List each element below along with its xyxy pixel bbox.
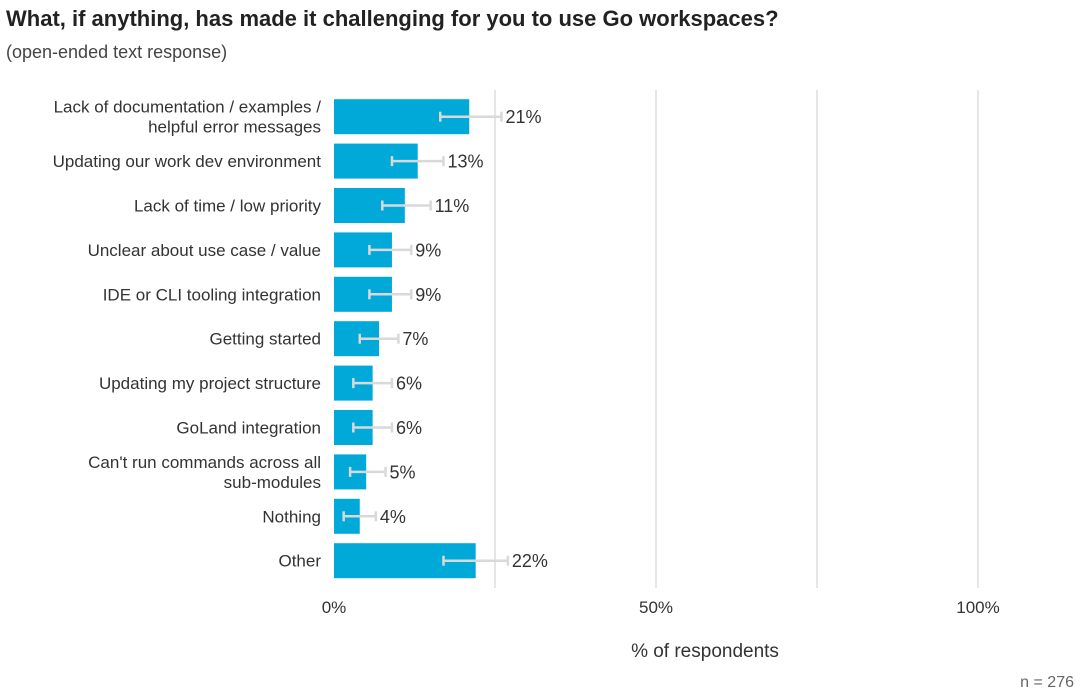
value-label: 13%	[447, 152, 483, 172]
bar-group: 6%	[334, 365, 422, 401]
category-label-line: Nothing	[262, 507, 321, 526]
value-label: 5%	[390, 462, 416, 482]
category-label: Unclear about use case / value	[88, 241, 321, 260]
bar-group: 6%	[334, 410, 422, 445]
category-label-line: Unclear about use case / value	[88, 241, 321, 260]
category-label-line: Other	[278, 552, 321, 571]
chart-title: What, if anything, has made it challengi…	[6, 6, 779, 31]
category-label: IDE or CLI tooling integration	[103, 285, 321, 304]
x-tick-label: 0%	[322, 598, 347, 617]
value-label: 6%	[396, 374, 422, 394]
x-axis-title: % of respondents	[631, 641, 779, 662]
bar-group: 7%	[334, 321, 428, 357]
x-tick-label: 100%	[956, 598, 999, 617]
value-label: 22%	[512, 551, 548, 571]
category-label-line: Can't run commands across all	[88, 453, 321, 472]
category-label: Lack of time / low priority	[134, 197, 322, 216]
category-label: Nothing	[262, 507, 321, 526]
value-label: 6%	[396, 418, 422, 438]
bar-group: 4%	[334, 498, 406, 534]
category-label-line: Lack of documentation / examples /	[54, 98, 322, 117]
value-label: 11%	[435, 196, 470, 216]
x-tick-label: 50%	[639, 598, 673, 617]
bars: 21% 13% 11% 9% 9% 7% 6% 6% 5% 4% 22%	[334, 99, 548, 579]
category-label: Can't run commands across all sub-modules	[88, 453, 321, 492]
bar-group: 5%	[334, 454, 416, 490]
value-label: 9%	[415, 240, 441, 260]
category-label: Updating my project structure	[99, 374, 321, 393]
value-label: 7%	[402, 329, 428, 349]
category-label: Updating our work dev environment	[53, 152, 322, 171]
category-label-line: Updating my project structure	[99, 374, 321, 393]
sample-size-label: n = 276	[1020, 674, 1074, 691]
category-label-line: Lack of time / low priority	[134, 197, 322, 216]
value-label: 21%	[505, 107, 541, 127]
category-label: Getting started	[209, 330, 321, 349]
category-label-line: sub-modules	[224, 473, 321, 492]
bar-group: 21%	[334, 99, 541, 135]
bar-group: 9%	[334, 276, 441, 312]
value-label: 9%	[415, 285, 441, 305]
category-labels: Lack of documentation / examples / helpfu…	[53, 98, 322, 571]
bar-group: 22%	[334, 543, 548, 579]
category-label: Other	[278, 552, 321, 571]
bar-group: 9%	[334, 232, 441, 268]
category-label: GoLand integration	[176, 419, 321, 438]
value-label: 4%	[380, 507, 406, 527]
category-label-line: Getting started	[209, 330, 321, 349]
x-axis: % of respondents 0% 50% 100%	[322, 598, 1000, 662]
category-label-line: helpful error messages	[148, 118, 321, 137]
bar-group: 11%	[334, 188, 469, 223]
category-label: Lack of documentation / examples / helpfu…	[54, 98, 322, 137]
category-label-line: IDE or CLI tooling integration	[103, 285, 321, 304]
category-label-line: Updating our work dev environment	[53, 152, 322, 171]
gridlines	[494, 90, 979, 588]
category-label-line: GoLand integration	[176, 419, 321, 438]
bar-group: 13%	[334, 143, 484, 179]
chart-subtitle: (open-ended text response)	[6, 42, 228, 62]
